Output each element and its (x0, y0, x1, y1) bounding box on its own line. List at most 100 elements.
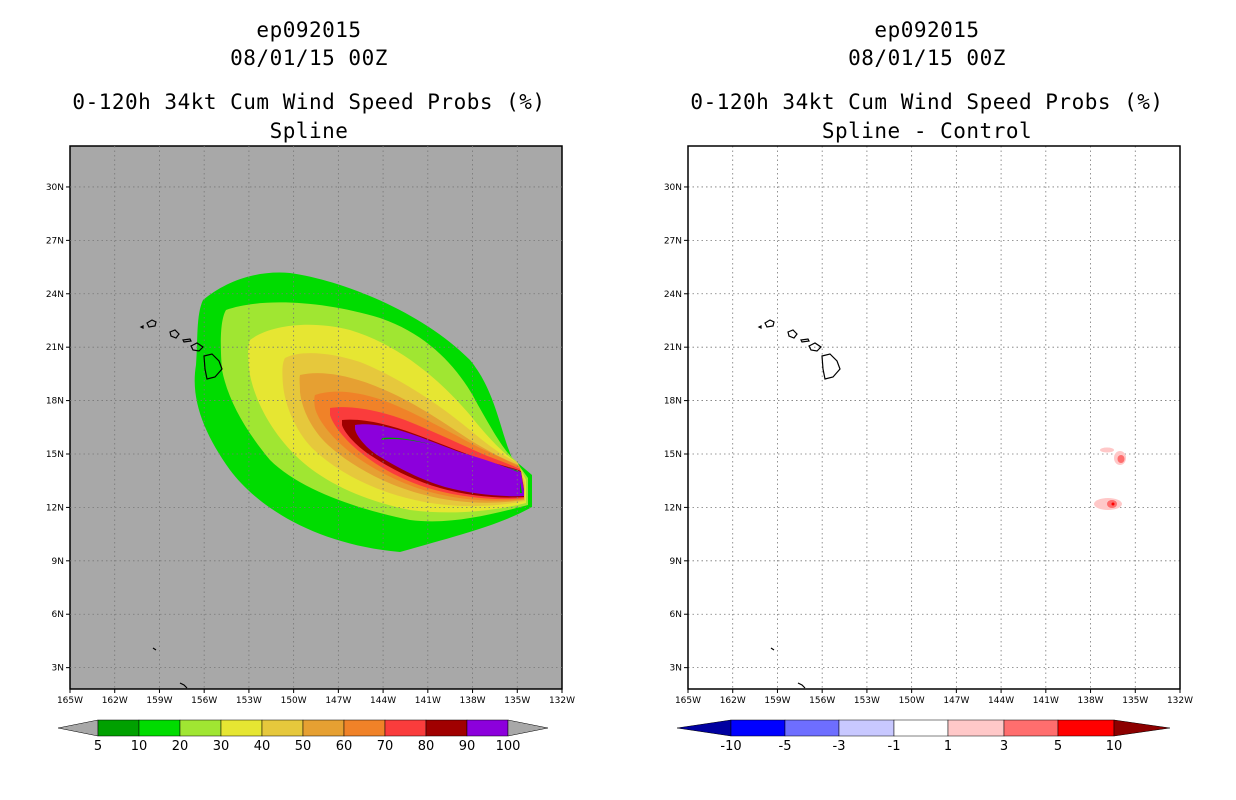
colorbar-swatch (138, 719, 181, 737)
colorbar-swatch (947, 719, 1005, 737)
x-tick-label: 138W (1078, 696, 1104, 706)
colorbar-under-arrow (57, 719, 99, 737)
x-axis-ticks: 165W 162W 159W 156W 153W 150W 147W 144W 141W 138W… (675, 689, 1193, 706)
y-tick-label: 21N (46, 343, 64, 353)
island-kauai (146, 319, 157, 328)
colorbar-label: -5 (779, 739, 792, 754)
hawaii-islands (757, 319, 841, 689)
x-tick-label: 150W (899, 696, 925, 706)
island-nihoa-small (152, 647, 157, 651)
right-map-svg: 165W 162W 159W 156W 153W 150W 147W 144W 141W 138W… (664, 145, 1193, 754)
map-frame (69, 145, 563, 690)
difference-contours (1094, 447, 1126, 510)
y-tick-label: 6N (52, 610, 64, 620)
colorbar-label: 10 (1106, 739, 1123, 754)
method-title: Spline (269, 119, 349, 143)
x-tick-label: 132W (1167, 696, 1193, 706)
right-map-panel: ep092015 08/01/15 00Z 0-120h 34kt Cum Wi… (618, 0, 1236, 800)
colorbar-label: -1 (888, 739, 901, 754)
x-tick-label: 162W (720, 696, 746, 706)
date-title: 08/01/15 00Z (848, 46, 1006, 70)
diff-contour-5-south (1111, 502, 1115, 506)
map-background (688, 146, 1180, 689)
island-nihoa-small (770, 647, 775, 651)
y-tick-label: 15N (46, 450, 64, 460)
product-title: 0-120h 34kt Cum Wind Speed Probs (%) (690, 90, 1164, 114)
x-tick-label: 165W (57, 696, 83, 706)
y-tick-label: 3N (670, 664, 682, 674)
y-tick-label: 9N (670, 557, 682, 567)
colorbar-swatch (179, 719, 222, 737)
y-tick-label: 9N (52, 557, 64, 567)
y-tick-label: 12N (46, 503, 64, 513)
y-tick-label: 24N (664, 290, 682, 300)
y-tick-label: 24N (46, 290, 64, 300)
y-axis-ticks: 30N 27N 24N 21N 18N 15N 12N 9N 6N 3N (664, 183, 688, 674)
y-tick-label: 18N (46, 397, 64, 407)
colorbar-swatch (302, 719, 345, 737)
colorbar-label: 80 (418, 739, 435, 754)
colorbar-label: 20 (172, 739, 189, 754)
colorbar-label: 1 (944, 739, 952, 754)
colorbar-under-arrow (676, 719, 732, 737)
island-oahu (787, 329, 798, 339)
x-tick-label: 165W (675, 696, 701, 706)
colorbar-label: 5 (1054, 739, 1062, 754)
gridlines (70, 146, 562, 689)
y-tick-label: 18N (664, 397, 682, 407)
product-title: 0-120h 34kt Cum Wind Speed Probs (%) (72, 90, 546, 114)
island-french-frigate (179, 682, 188, 689)
colorbar-over-arrow (1113, 719, 1171, 737)
colorbar-swatch (1003, 719, 1059, 737)
x-tick-label: 162W (102, 696, 128, 706)
x-tick-label: 147W (325, 696, 351, 706)
y-tick-label: 27N (46, 236, 64, 246)
probability-contours (194, 272, 532, 552)
x-tick-label: 153W (236, 696, 262, 706)
y-tick-label: 30N (664, 183, 682, 193)
colorbar-label: 60 (336, 739, 353, 754)
island-niihau (757, 325, 762, 329)
colorbar-label: 10 (131, 739, 148, 754)
colorbar-label: 5 (94, 739, 102, 754)
colorbar-label: 30 (213, 739, 230, 754)
colorbar-swatch (784, 719, 840, 737)
x-tick-label: 150W (281, 696, 307, 706)
island-big-island (203, 353, 223, 380)
island-maui (808, 342, 822, 352)
diff-contour-3-north (1117, 455, 1125, 463)
left-map-svg: 165W 162W 159W 156W 153W 150W 147W 144W 141W 138W… (46, 145, 575, 754)
x-tick-label: 141W (415, 696, 441, 706)
x-tick-label: 156W (191, 696, 217, 706)
diff-contour-1-north (1100, 447, 1114, 453)
prob-contour-100 (379, 438, 520, 495)
colorbar-label: 90 (459, 739, 476, 754)
x-tick-label: 153W (854, 696, 880, 706)
x-tick-label: 159W (146, 696, 172, 706)
y-tick-label: 15N (664, 450, 682, 460)
y-tick-label: 6N (670, 610, 682, 620)
x-tick-label: 144W (988, 696, 1014, 706)
colorbar-swatch (384, 719, 427, 737)
x-tick-label: 156W (809, 696, 835, 706)
hawaii-islands (139, 319, 223, 689)
x-tick-label: 135W (504, 696, 530, 706)
colorbar-label: 100 (496, 739, 521, 754)
island-maui (190, 342, 204, 352)
y-tick-label: 12N (664, 503, 682, 513)
date-title: 08/01/15 00Z (230, 46, 388, 70)
colorbar-swatch (343, 719, 386, 737)
y-tick-label: 27N (664, 236, 682, 246)
island-french-frigate (797, 682, 806, 689)
island-niihau (139, 325, 144, 329)
left-map-panel: ep092015 08/01/15 00Z 0-120h 34kt Cum Wi… (46, 18, 575, 754)
colorbar-over-arrow (507, 719, 549, 737)
colorbar-label: -10 (720, 739, 741, 754)
map-frame (687, 145, 1181, 690)
colorbar-swatch (730, 719, 786, 737)
island-big-island (821, 353, 841, 380)
storm-id-title: ep092015 (256, 18, 362, 42)
x-tick-label: 159W (764, 696, 790, 706)
island-molokai (800, 338, 810, 343)
x-axis-ticks: 165W 162W 159W 156W 153W 150W 147W 144W 141W 138W… (57, 689, 575, 706)
